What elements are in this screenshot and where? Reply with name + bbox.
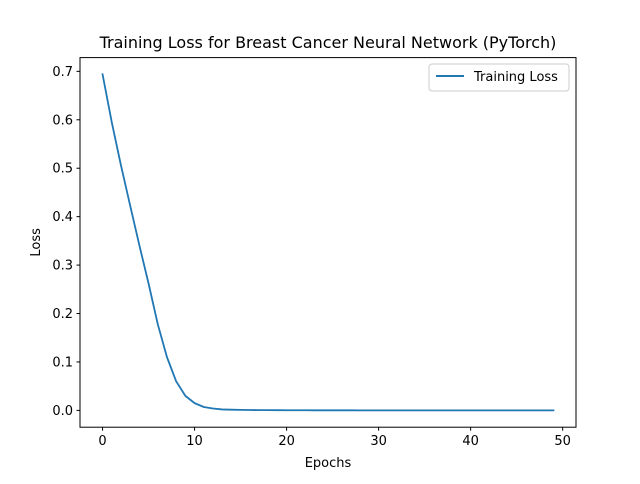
x-tick-label: 0 — [98, 434, 106, 449]
y-tick-label: 0.6 — [52, 113, 73, 128]
y-tick-label: 0.4 — [52, 210, 73, 225]
plot-frame — [79, 57, 577, 428]
x-tick-label: 20 — [278, 434, 295, 449]
y-tick-label: 0.3 — [52, 259, 73, 274]
legend: Training Loss — [428, 63, 570, 92]
y-axis: 0.0 0.1 0.2 0.3 0.4 0.5 0.6 0.7 — [52, 65, 80, 419]
training-loss-line — [101, 73, 555, 412]
y-tick-label: 0.5 — [52, 162, 73, 177]
x-tick-label: 30 — [370, 434, 387, 449]
x-axis-title: Epochs — [305, 456, 352, 471]
y-tick-label: 0.1 — [52, 355, 73, 370]
legend-box — [428, 63, 570, 92]
y-tick-label: 0.2 — [52, 307, 73, 322]
plot-area: 0 10 20 30 40 50 0.0 0.1 0.2 0.3 0.4 0.5 0.6 0.7 — [52, 57, 577, 449]
y-tick-label: 0.0 — [52, 404, 73, 419]
x-tick-label: 10 — [186, 434, 203, 449]
x-axis: 0 10 20 30 40 50 — [98, 427, 571, 449]
y-axis-title: Loss — [29, 228, 44, 257]
chart-title: Training Loss for Breast Cancer Neural N… — [99, 33, 557, 52]
x-tick-label: 40 — [462, 434, 479, 449]
x-tick-label: 50 — [554, 434, 571, 449]
legend-label: Training Loss — [473, 70, 558, 85]
y-tick-label: 0.7 — [52, 65, 73, 80]
series-group — [101, 73, 555, 412]
